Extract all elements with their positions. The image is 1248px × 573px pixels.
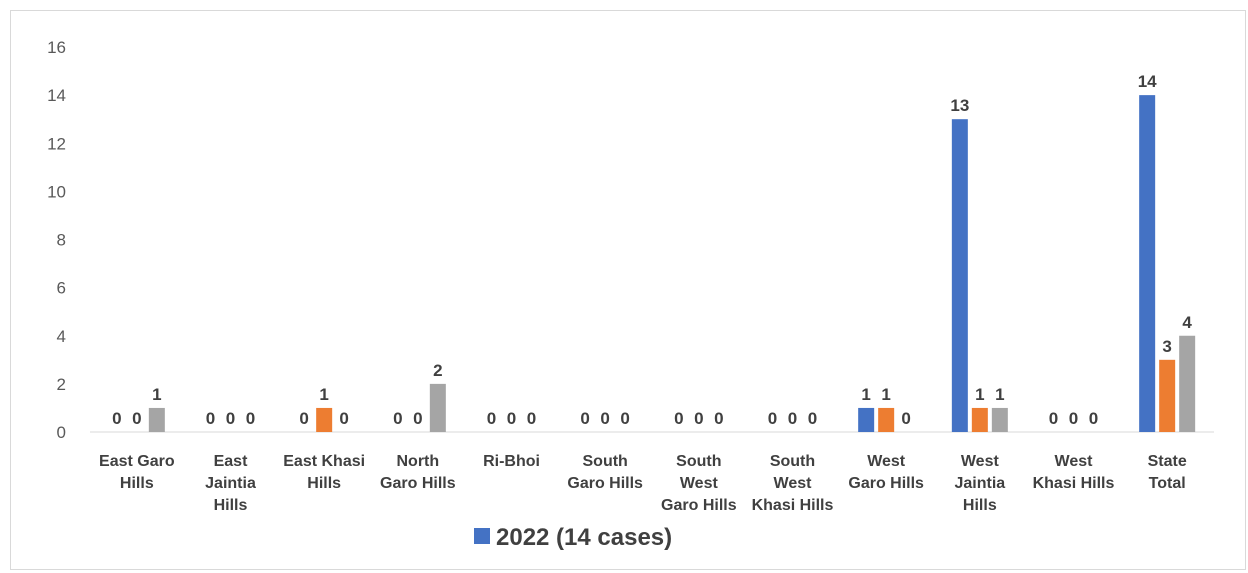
data-label: 0 [393,409,402,428]
data-label: 14 [1138,72,1157,91]
bar [878,407,895,432]
data-label: 0 [901,409,910,428]
category-label: Hills [120,475,154,492]
y-tick-label: 4 [57,327,66,346]
bar [858,407,875,432]
data-label: 0 [1089,409,1098,428]
bar [971,407,988,432]
category-label: North [397,453,440,470]
category-label: Garo Hills [661,497,737,514]
category-label: State [1148,453,1187,470]
bar [429,383,446,432]
y-tick-label: 12 [47,134,66,153]
y-tick-label: 16 [47,38,66,57]
data-label: 0 [808,409,817,428]
y-tick-label: 14 [47,86,66,105]
data-label: 0 [527,409,536,428]
data-label: 0 [768,409,777,428]
category-label: Khasi Hills [1033,475,1115,492]
bar [1159,359,1176,432]
category-label: Hills [963,497,997,514]
data-label: 0 [507,409,516,428]
data-label: 3 [1162,337,1171,356]
data-label: 1 [319,385,328,404]
data-label: 0 [206,409,215,428]
y-tick-label: 2 [57,375,66,394]
y-tick-label: 8 [57,231,66,250]
category-label: South [770,453,815,470]
legend-swatch [474,528,490,544]
y-tick-label: 0 [57,423,66,442]
category-label: Hills [307,475,341,492]
category-label: Hills [214,497,248,514]
category-label: East Khasi [283,453,365,470]
category-label: East Garo [99,453,175,470]
category-label: South [676,453,721,470]
category-label: Garo Hills [380,475,456,492]
data-label: 1 [975,385,984,404]
category-label: South [583,453,628,470]
data-label: 0 [226,409,235,428]
bar [1139,95,1156,432]
category-label: Khasi Hills [752,497,834,514]
data-label: 0 [674,409,683,428]
data-label: 13 [950,96,969,115]
data-label: 0 [112,409,121,428]
data-label: 0 [487,409,496,428]
data-label: 0 [413,409,422,428]
bar [951,119,968,432]
category-label: Jaintia [954,475,1005,492]
data-label: 0 [1049,409,1058,428]
category-label: West [867,453,906,470]
bar [148,407,165,432]
bar [316,407,333,432]
data-label: 0 [246,409,255,428]
category-label: West [961,453,1000,470]
bar [1179,335,1196,432]
data-label: 0 [694,409,703,428]
data-label: 0 [1069,409,1078,428]
data-label: 0 [580,409,589,428]
data-label: 0 [788,409,797,428]
bar [991,407,1008,432]
y-tick-label: 6 [57,279,66,298]
data-label: 0 [600,409,609,428]
category-label: West [1055,453,1094,470]
data-label: 0 [132,409,141,428]
data-label: 0 [620,409,629,428]
category-label: West [680,475,719,492]
data-label: 1 [152,385,161,404]
data-label: 1 [995,385,1004,404]
data-label: 4 [1182,313,1192,332]
category-label: Garo Hills [848,475,924,492]
data-label: 0 [714,409,723,428]
data-label: 0 [299,409,308,428]
legend-label: 2022 (14 cases) [496,524,672,551]
category-label: Total [1149,475,1186,492]
data-label: 2 [433,361,442,380]
category-label: Ri-Bhoi [483,453,540,470]
y-tick-label: 10 [47,182,66,201]
category-label: East [214,453,248,470]
data-label: 1 [881,385,890,404]
data-label: 0 [339,409,348,428]
chart-area [10,10,1246,570]
category-label: West [774,475,813,492]
data-label: 1 [861,385,870,404]
category-label: Garo Hills [567,475,643,492]
category-label: Jaintia [205,475,256,492]
